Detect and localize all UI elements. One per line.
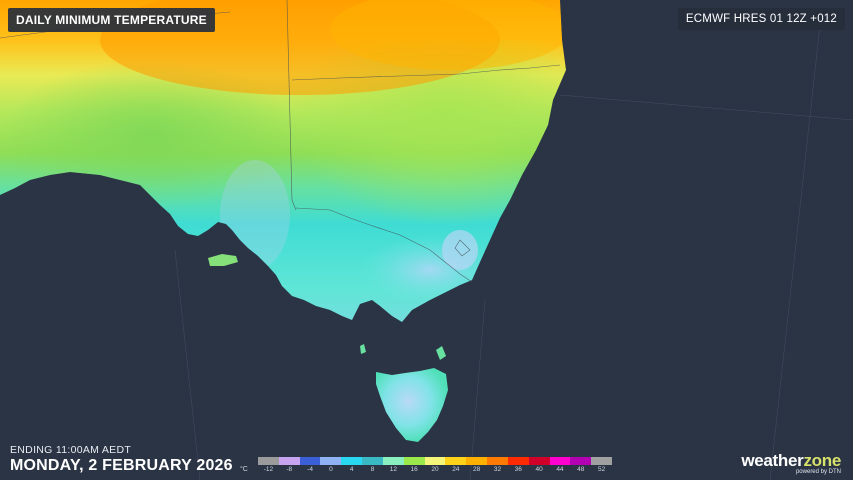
model-label: ECMWF HRES 01 12Z +012 [677,8,845,30]
legend-tick: 4 [349,466,354,473]
legend-tick: -12 [263,466,274,473]
legend-swatch [362,457,383,465]
legend-tick: -8 [286,466,293,473]
legend-swatch [528,457,550,465]
legend-swatch [549,457,571,465]
legend-unit: °C [240,466,248,473]
logo-subtitle: powered by DTN [795,469,841,475]
legend-swatch [403,457,425,465]
legend-tick: 32 [493,466,502,473]
legend-tick: 8 [370,466,375,473]
forecast-time: ENDING 11:00AM AEDT MONDAY, 2 FEBRUARY 2… [10,444,233,475]
legend-tick: 36 [514,466,522,473]
logo-main: weather [741,451,804,470]
legend-swatch [591,457,613,465]
legend-swatch [445,457,467,465]
legend-swatch [487,457,508,465]
forecast-date: MONDAY, 2 FEBRUARY 2026 [10,457,233,474]
legend-swatch [382,457,404,465]
legend-tick: 20 [431,466,439,473]
legend-tick: 16 [410,466,418,473]
legend-tick: -4 [307,466,313,473]
legend-swatch [341,457,363,465]
legend-tick: 24 [452,466,460,473]
map-title: DAILY MINIMUM TEMPERATURE [8,8,215,32]
logo-accent: zone [803,451,841,470]
legend-tick: 0 [329,466,333,473]
legend-tick: 48 [577,466,585,473]
legend-swatch [424,457,446,465]
legend-tick: 44 [556,466,564,473]
legend-swatch [258,457,279,465]
legend-tick: 28 [473,466,481,473]
temperature-legend: °C -12 -8 -4 0 4 8 12 16 20 24 28 32 36 40 44 48 52 [240,457,613,479]
legend-swatch [466,457,488,465]
legend-swatch [507,457,529,465]
legend-color-bar [258,457,613,465]
legend-ticks: -12 -8 -4 0 4 8 12 16 20 24 28 32 36 40 44 48 52 [258,466,612,476]
ending-label: ENDING 11:00AM AEDT [10,444,132,456]
legend-swatch [299,457,321,465]
legend-swatch [320,457,342,465]
legend-tick: 40 [535,466,543,473]
weatherzone-logo: weatherzone powered by DTN [741,451,841,475]
legend-swatch [278,457,300,465]
legend-tick: 52 [597,466,606,473]
legend-swatch [570,457,592,465]
legend-tick: 12 [389,466,397,473]
